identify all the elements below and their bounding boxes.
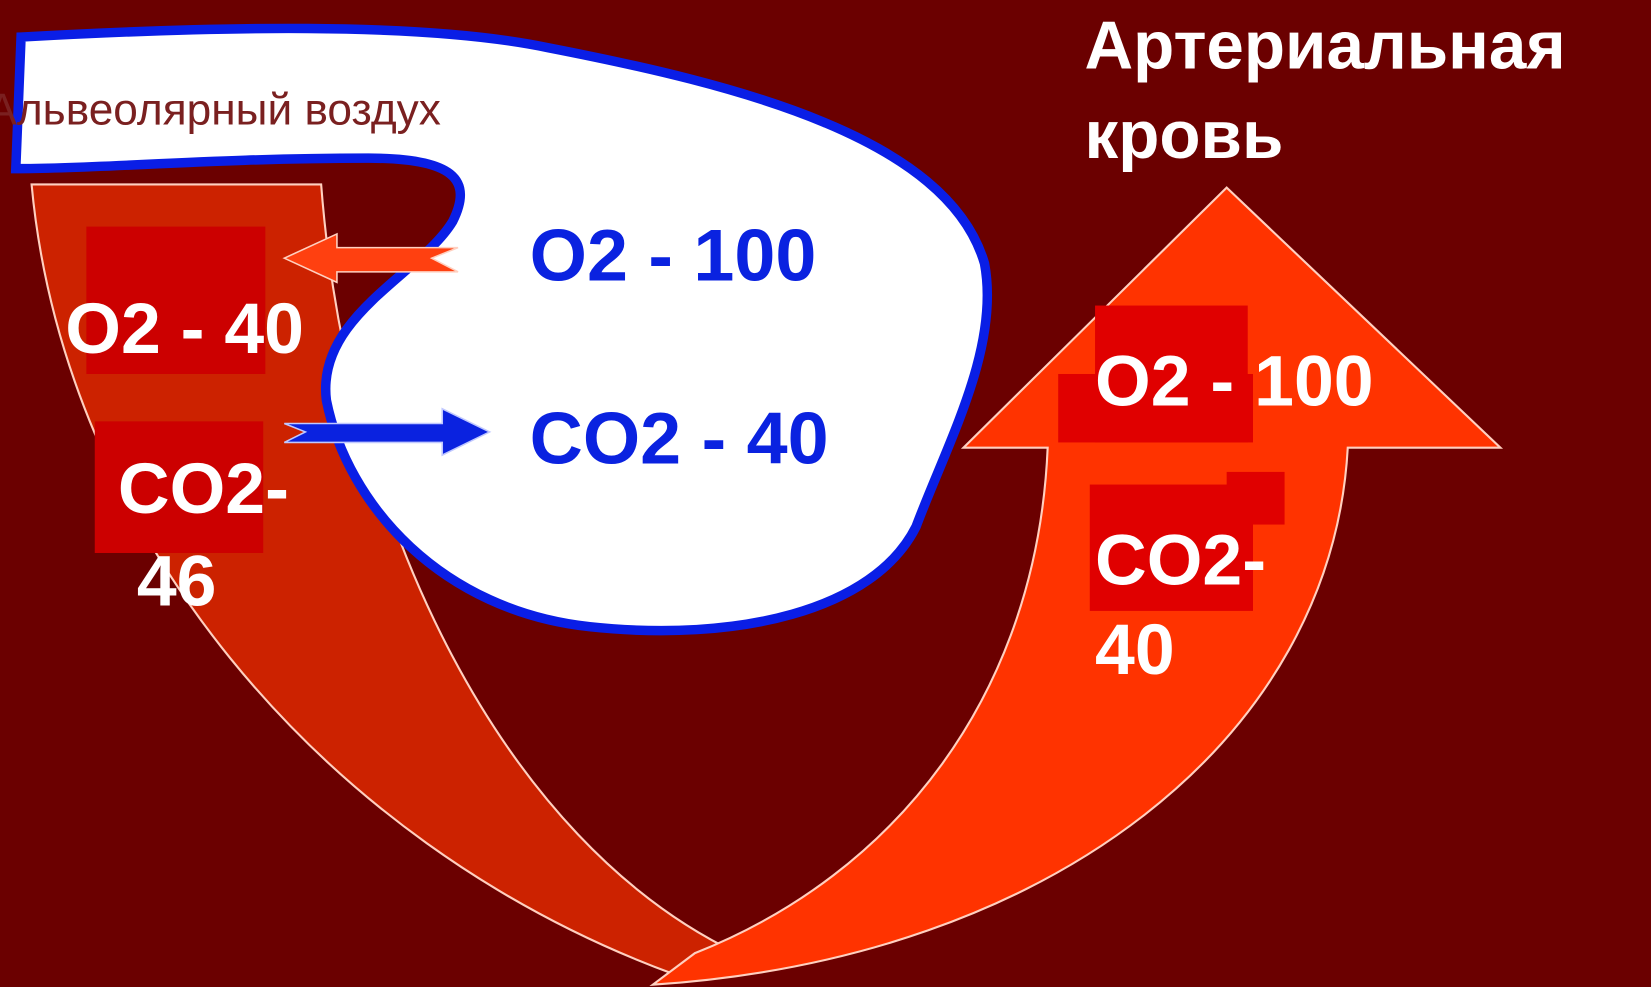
label-box [1226,471,1285,525]
alveolar-label: Альвеолярный воздух [0,85,441,134]
venous-o2: O2 - 40 [65,289,304,369]
label-box [1058,373,1253,443]
arterial-co2: CO2- [1095,521,1266,601]
label-box [1089,484,1253,611]
co2-arrow [283,407,492,457]
arterial-arrow [649,186,1504,986]
arterial-title: кровь [1085,98,1284,173]
label-box [86,226,266,374]
arterial-co2-value: 40 [1095,610,1175,690]
arterial-o2: O2 - 100 [1095,342,1374,422]
o2-arrow [282,232,459,284]
venous-co2-value: 46 [137,542,217,622]
venous-co2: CO2- [118,449,289,529]
arterial-title: Артериальная [1085,9,1566,84]
label-box [94,421,264,553]
alveolar-o2: O2 - 100 [530,213,817,296]
alveolus [10,23,993,636]
alveolar-co2: CO2 - 40 [530,396,829,479]
